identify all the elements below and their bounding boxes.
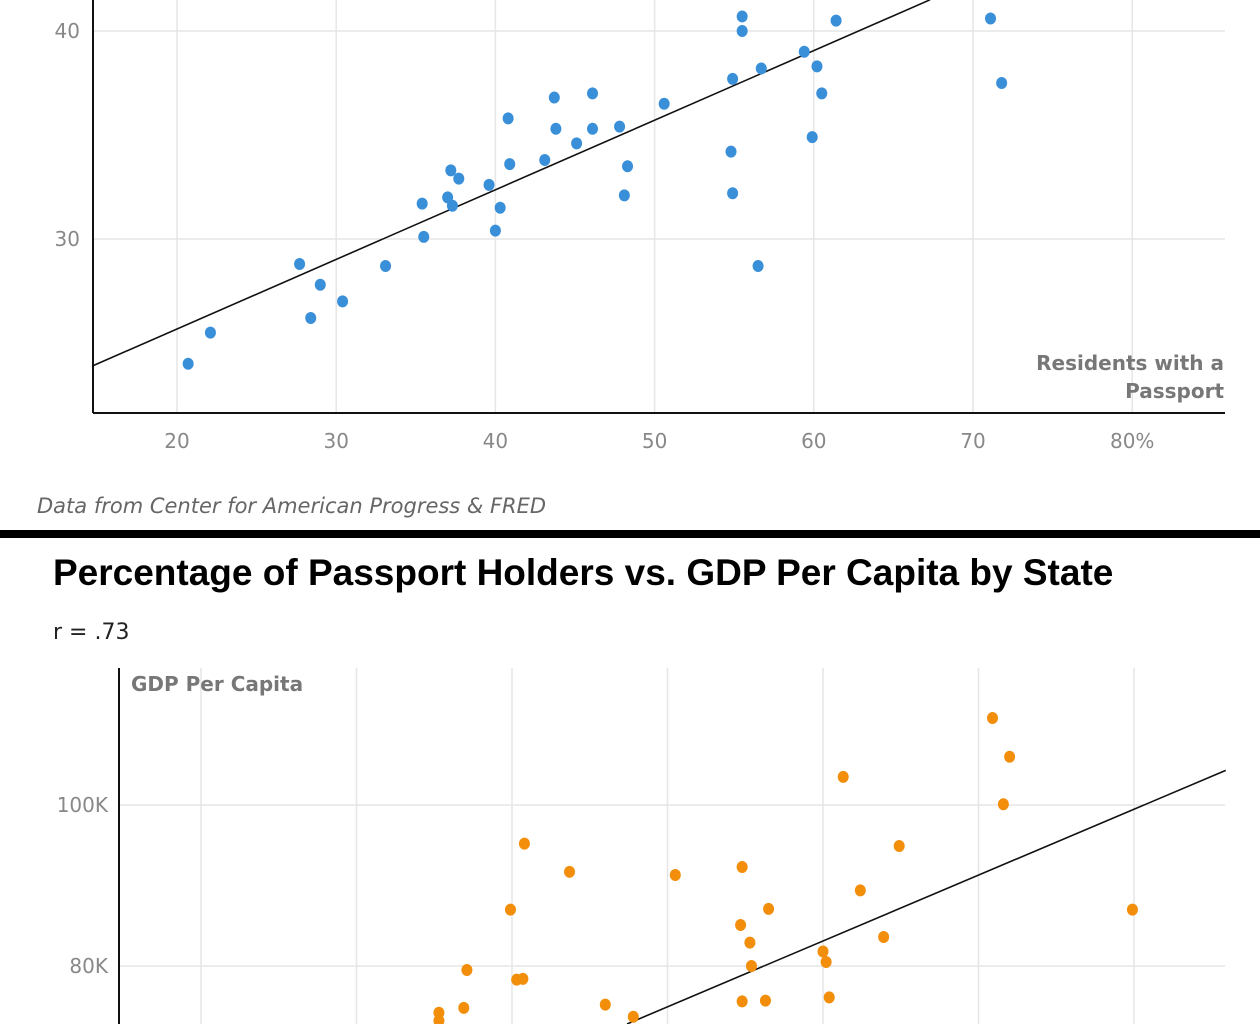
trendline <box>92 0 931 367</box>
data-point <box>736 860 748 873</box>
data-point <box>564 865 576 878</box>
chart-title: Percentage of Passport Holders vs. GDP P… <box>53 552 1114 593</box>
data-point <box>996 77 1008 89</box>
data-point <box>806 131 818 144</box>
data-point <box>445 164 457 177</box>
data-point <box>759 994 771 1007</box>
data-point <box>517 972 529 985</box>
chart-subtitle: r = .73 <box>53 620 130 645</box>
data-point <box>461 964 473 977</box>
data-point <box>725 145 737 158</box>
x-axis-label-line1: Residents with a <box>1036 351 1224 375</box>
passport-vs-chart-top: 20 30 40 50 60 70 80% 30 40 Residents with a Passp… <box>55 0 1225 453</box>
data-point <box>380 260 392 273</box>
data-point <box>182 357 194 370</box>
data-point <box>614 120 626 133</box>
data-point <box>736 10 748 23</box>
data-point <box>433 1014 445 1024</box>
data-point <box>204 326 216 339</box>
x-tick-label: 20 <box>164 429 189 453</box>
data-point <box>736 25 748 37</box>
data-point <box>587 87 599 100</box>
divider <box>0 530 1260 538</box>
data-point <box>727 72 739 85</box>
data-point <box>627 1010 639 1023</box>
data-point <box>985 12 997 25</box>
x-tick-label: 80% <box>1110 429 1154 453</box>
data-point <box>745 960 757 972</box>
data-point <box>669 869 681 882</box>
data-point <box>539 153 551 166</box>
data-point <box>550 122 562 135</box>
data-point <box>820 955 832 968</box>
data-point <box>314 278 326 291</box>
data-point <box>658 97 670 110</box>
data-point <box>518 837 530 850</box>
data-point <box>494 201 506 214</box>
data-point <box>752 260 764 273</box>
y-tick-label: 30 <box>55 227 80 251</box>
data-point <box>755 62 767 75</box>
passport-vs-gdp-chart: 80K 100K GDP Per Capita <box>57 668 1227 1024</box>
data-point <box>548 91 560 104</box>
data-point <box>599 998 611 1011</box>
data-point <box>483 178 495 191</box>
data-point <box>587 122 599 135</box>
data-point <box>571 137 583 150</box>
data-point <box>837 770 849 783</box>
data-point <box>504 903 516 916</box>
x-tick-label: 70 <box>960 429 985 453</box>
data-point <box>1004 750 1016 763</box>
y-tick-label: 100K <box>57 793 109 817</box>
data-point <box>816 87 828 100</box>
data-point <box>1126 903 1138 916</box>
data-point <box>622 160 634 173</box>
data-point <box>893 840 905 853</box>
trendline <box>626 769 1227 1024</box>
data-point <box>458 1001 470 1014</box>
data-point <box>489 224 501 237</box>
data-point <box>811 60 823 73</box>
x-tick-label: 40 <box>483 429 508 453</box>
data-point <box>502 112 514 125</box>
y-tick-label: 80K <box>69 954 108 978</box>
data-point <box>294 257 306 270</box>
data-point <box>997 798 1009 811</box>
source-note: Data from Center for American Progress &… <box>37 494 547 518</box>
x-tick-label: 60 <box>801 429 826 453</box>
data-point <box>823 991 835 1004</box>
data-point <box>736 995 748 1008</box>
x-axis-label-line2: Passport <box>1125 379 1224 403</box>
data-point <box>744 936 756 949</box>
data-point <box>986 712 998 725</box>
data-point <box>618 189 630 202</box>
x-tick-label: 30 <box>323 429 348 453</box>
data-point <box>763 902 775 915</box>
y-tick-label: 40 <box>55 19 80 43</box>
data-point <box>735 918 747 931</box>
data-point <box>817 945 829 958</box>
data-point <box>416 197 428 210</box>
data-point <box>305 312 317 325</box>
data-point <box>830 14 842 27</box>
data-point <box>453 172 465 185</box>
data-point <box>446 199 458 212</box>
data-point <box>418 230 430 243</box>
data-point <box>878 931 890 944</box>
data-point <box>854 884 866 897</box>
y-axis-label: GDP Per Capita <box>131 672 303 696</box>
data-point <box>337 295 349 308</box>
data-point <box>504 158 516 171</box>
data-point <box>798 45 810 58</box>
data-point <box>727 187 739 200</box>
x-tick-label: 50 <box>642 429 667 453</box>
